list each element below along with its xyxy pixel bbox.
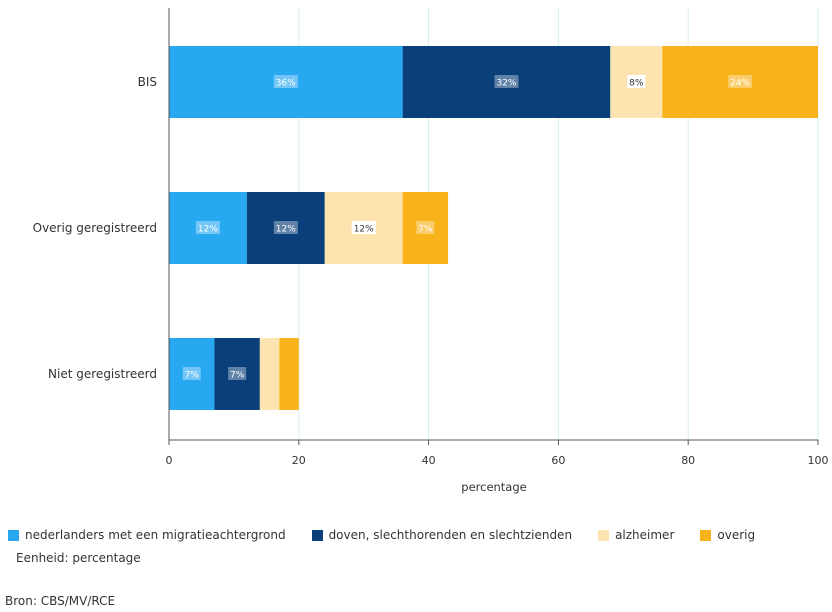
legend-swatch (700, 529, 712, 541)
source-note: Bron: CBS/MV/RCE (5, 594, 116, 608)
bar-segment (402, 192, 449, 264)
legend-label: nederlanders met een migratieachtergrond (25, 528, 286, 542)
data-label-background (195, 221, 220, 234)
bar-segment (169, 338, 215, 410)
bar-segment (169, 192, 247, 264)
legend-label: alzheimer (615, 528, 675, 542)
x-tick-label: 20 (292, 454, 306, 467)
data-label-background (182, 367, 201, 380)
data-label-background (228, 367, 247, 380)
legend-swatch (598, 529, 610, 541)
legend-item: nederlanders met een migratieachtergrond (8, 528, 286, 542)
data-label: 7% (418, 225, 433, 235)
unit-note: Eenheid: percentage (16, 551, 141, 565)
category-label: Overig geregistreerd (33, 221, 157, 235)
legend-label: doven, slechthorenden en slechtzienden (328, 528, 573, 542)
bar-segment (279, 338, 299, 410)
bar-segment (246, 192, 325, 264)
bar-segment (214, 338, 260, 410)
data-label: 12% (198, 225, 218, 235)
data-label: 32% (496, 79, 516, 89)
category-label: BIS (138, 75, 157, 89)
data-label-background (627, 75, 646, 88)
legend-swatch (8, 529, 19, 541)
data-label-background (728, 75, 753, 88)
bar-segment (662, 46, 818, 118)
data-label: 7% (230, 371, 245, 381)
x-tick-label: 100 (808, 454, 829, 467)
category-label: Niet geregistreerd (48, 367, 157, 381)
x-axis-title: percentage (461, 480, 526, 494)
data-label-background (494, 75, 519, 88)
legend-swatch (311, 529, 323, 541)
data-label-background (351, 221, 376, 234)
data-label: 24% (730, 79, 750, 89)
x-tick-label: 60 (551, 454, 565, 467)
data-label: 8% (629, 79, 644, 89)
data-label: 36% (276, 79, 296, 89)
x-tick-label: 80 (681, 454, 695, 467)
data-label: 12% (276, 225, 296, 235)
legend-item: overig (700, 528, 755, 542)
data-label: 7% (185, 371, 200, 381)
stacked-bar-chart: 36% 32% 8% 24% 12% 12% 12% 7% 7% 7% 0 20 40 60 80 100 B… (33, 8, 829, 494)
x-tick-label: 40 (422, 454, 436, 467)
bar-segment (169, 46, 403, 118)
bar-segment (259, 338, 280, 410)
legend-label: overig (717, 528, 756, 542)
bars (169, 46, 818, 410)
data-label: 12% (354, 225, 374, 235)
data-label-background (273, 221, 298, 234)
data-label-background (416, 221, 435, 234)
legend-item: alzheimer (598, 528, 674, 542)
data-label-background (273, 75, 298, 88)
legend: nederlanders met een migratieachtergrond… (8, 528, 781, 542)
axes: 0 20 40 60 80 100 BIS Overig geregistreerd Niet … (33, 8, 829, 467)
bar-segment (402, 46, 611, 118)
legend-item: doven, slechthorenden en slechtzienden (311, 528, 573, 542)
x-tick-label: 0 (166, 454, 173, 467)
data-labels: 36% 32% 8% 24% 12% 12% 12% 7% 7% 7% (182, 75, 753, 381)
